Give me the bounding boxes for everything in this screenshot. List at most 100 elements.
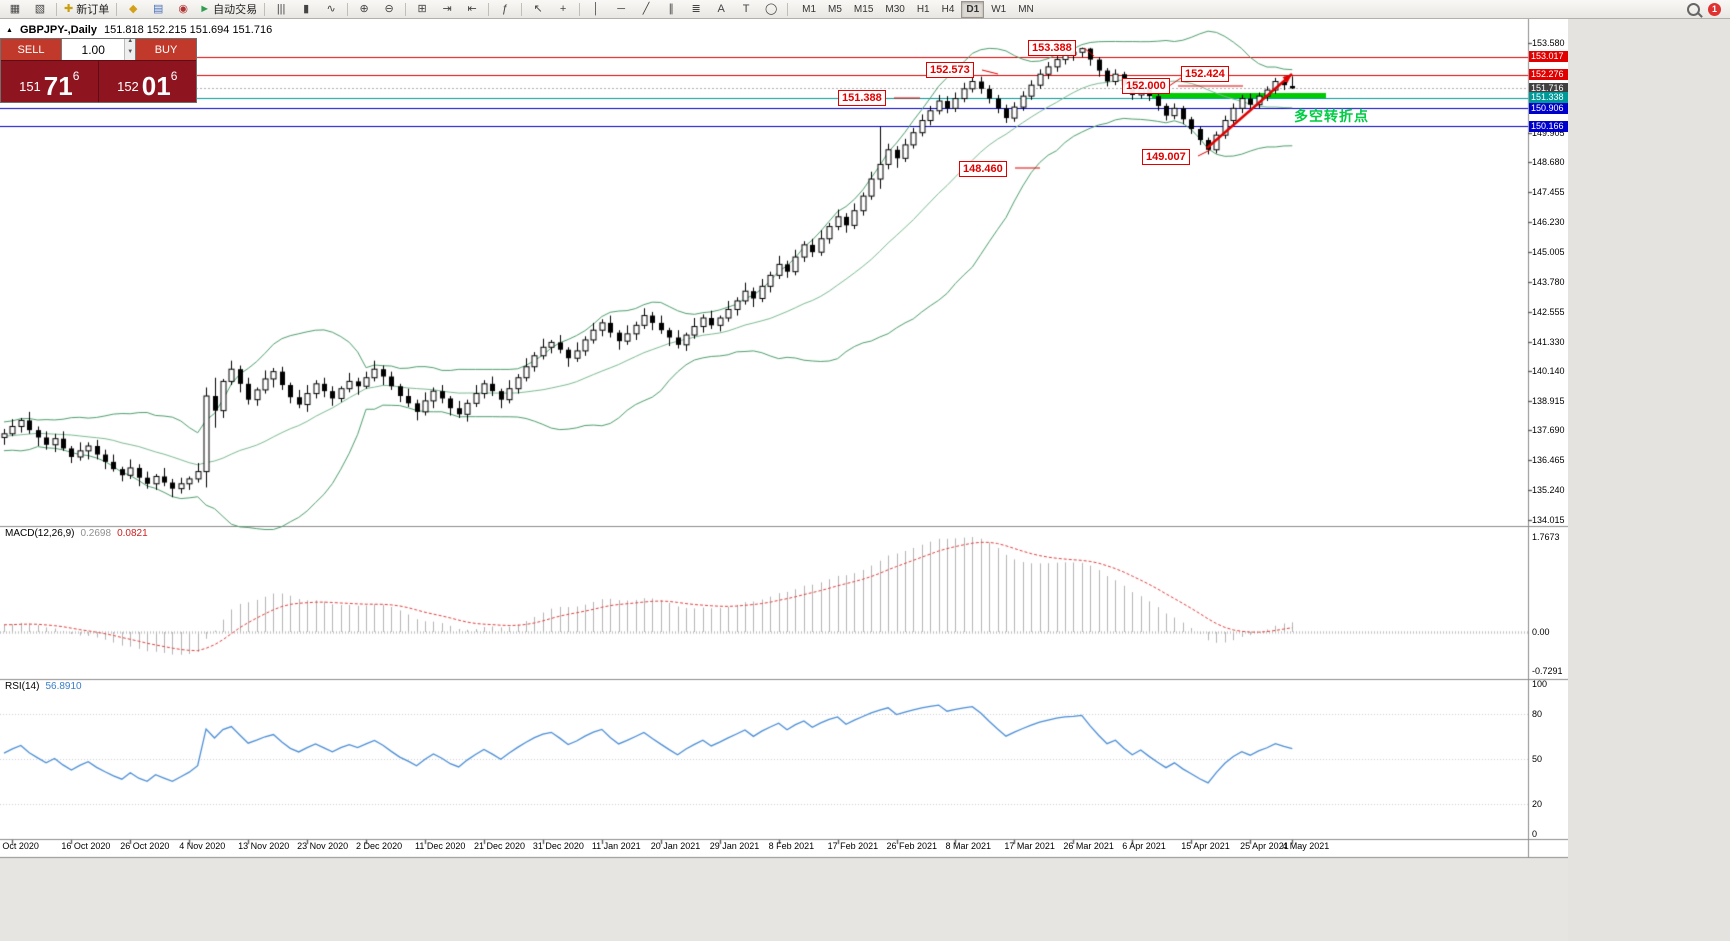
chart-title-line: ▲ GBPJPY-,Daily 151.818 152.215 151.694 … [6, 24, 272, 36]
price-callout-label[interactable]: 152.573 [926, 62, 974, 78]
price-axis-label: 141.330 [1532, 336, 1565, 347]
profiles-icon: ▧ [34, 2, 46, 15]
label-icon: T [742, 2, 750, 15]
toolbar-separator [787, 2, 789, 16]
new-chart-button[interactable]: ▦ [3, 0, 27, 19]
buy-button[interactable]: BUY [136, 39, 196, 60]
toolbar-separator [405, 2, 407, 16]
indicators-button[interactable]: ƒ [493, 0, 517, 19]
text-button[interactable]: A [709, 0, 733, 19]
crosshair-icon: + [559, 2, 567, 15]
bar-chart-button[interactable]: ||| [269, 0, 293, 19]
timeframe-m5[interactable]: M5 [828, 3, 842, 15]
price-callout-label[interactable]: 153.388 [1028, 40, 1076, 56]
main-toolbar: ▦ ▧ ✚ 新订单 ◆ ▤ ◉ ► 自动交易 ||| ▮ ∿ ⊕ ⊖ ⊞ ⇥ ⇤ ƒ ↖ + │ ─ ╱ ∥ ≣ A T ◯ M1 M5… [0, 0, 1730, 19]
horizontal-line-button[interactable]: ─ [609, 0, 633, 19]
auto-scroll-button[interactable]: ⇥ [435, 0, 459, 19]
price-callout-label[interactable]: 149.007 [1142, 149, 1190, 165]
price-callout-label[interactable]: 148.460 [959, 161, 1007, 177]
label-button[interactable]: T [734, 0, 758, 19]
rsi-header: RSI(14) 56.8910 [5, 681, 82, 692]
cursor-button[interactable]: ↖ [526, 0, 550, 19]
tile-windows-button[interactable]: ⊞ [410, 0, 434, 19]
crosshair-button[interactable]: + [551, 0, 575, 19]
price-axis-label: 138.915 [1532, 395, 1565, 406]
sell-price-prefix: 151 [19, 79, 41, 94]
volume-field: ▲▼ [61, 38, 136, 60]
time-axis-label: 4 Nov 2020 [179, 841, 226, 851]
fibonacci-button[interactable]: ≣ [684, 0, 708, 19]
sell-price[interactable]: 151 71 6 [1, 61, 99, 102]
timeframe-h1[interactable]: H1 [916, 3, 930, 15]
timeframe-m30[interactable]: M30 [885, 3, 905, 15]
toolbar-separator [488, 2, 490, 16]
toolbar-right-group: 1 [1687, 2, 1727, 16]
search-icon[interactable] [1687, 2, 1700, 16]
autotrading-icon: ► [199, 2, 211, 15]
strategy-tester-button[interactable]: ◉ [171, 0, 195, 19]
time-axis-label: 17 Mar 2021 [1004, 841, 1055, 851]
chart-shift-button[interactable]: ⇤ [460, 0, 484, 19]
sell-button[interactable]: SELL [1, 39, 61, 60]
symbol-period-label: GBPJPY-,Daily [19, 24, 97, 36]
new-order-button[interactable]: ✚ 新订单 [61, 0, 112, 19]
toolbar-left-group: ▦ ▧ ✚ 新订单 ◆ ▤ ◉ ► 自动交易 ||| ▮ ∿ ⊕ ⊖ ⊞ ⇥ ⇤ ƒ ↖ + │ ─ ╱ ∥ ≣ A T ◯ [3, 0, 791, 19]
toolbar-separator [264, 2, 266, 16]
candlestick-chart-icon: ▮ [303, 2, 310, 15]
price-axis-label: 146.230 [1532, 217, 1565, 228]
autotrading-button-label: 自动交易 [213, 4, 258, 16]
volume-input[interactable] [62, 39, 125, 60]
time-axis-label: 6 Apr 2021 [1122, 841, 1166, 851]
time-axis-label: 31 Dec 2020 [532, 841, 584, 851]
timeframe-toolbar: M1 M5 M15 M30 H1 H4 D1 W1 MN [796, 0, 1040, 18]
time-axis-label: 13 Nov 2020 [238, 841, 290, 851]
rsi-axis-label: 80 [1532, 709, 1543, 719]
buy-price[interactable]: 152 01 6 [99, 61, 197, 102]
zoom-in-button[interactable]: ⊕ [352, 0, 376, 19]
timeframe-mn[interactable]: MN [1018, 3, 1034, 15]
data-window-button[interactable]: ▤ [146, 0, 170, 19]
time-axis-label: 29 Jan 2021 [709, 841, 760, 851]
toolbar-separator [521, 2, 523, 16]
bar-chart-icon: ||| [276, 2, 286, 15]
fibonacci-icon: ≣ [691, 2, 701, 15]
autotrading-button[interactable]: ► 自动交易 [196, 0, 260, 19]
price-axis-chip: 150.166 [1529, 120, 1568, 132]
timeframe-m1[interactable]: M1 [802, 3, 817, 15]
price-callout-label[interactable]: 152.000 [1122, 78, 1170, 94]
strategy-tester-icon: ◉ [178, 2, 189, 15]
volume-stepper[interactable]: ▲ ▼ [124, 38, 135, 60]
line-chart-button[interactable]: ∿ [319, 0, 343, 19]
price-axis-label: 143.780 [1532, 276, 1565, 287]
macd-signal-value: 0.0821 [117, 528, 148, 539]
buy-price-sup: 6 [170, 69, 178, 83]
macd-main-value: 0.2698 [80, 528, 112, 539]
price-axis-label: 137.690 [1532, 425, 1565, 436]
price-axis-label: 136.465 [1532, 455, 1565, 466]
profiles-button[interactable]: ▧ [28, 0, 52, 19]
alerts-button[interactable]: ◆ [121, 0, 145, 19]
candlestick-chart-button[interactable]: ▮ [294, 0, 318, 19]
channel-button[interactable]: ∥ [659, 0, 683, 19]
bull-bear-turning-point-annotation[interactable]: 多空转折点 [1294, 108, 1369, 124]
trendline-button[interactable]: ╱ [634, 0, 658, 19]
toolbar-separator [347, 2, 349, 16]
data-window-icon: ▤ [153, 2, 164, 15]
right-gutter [1568, 19, 1730, 941]
chart-shift-icon: ⇤ [467, 2, 477, 15]
zoom-out-button[interactable]: ⊖ [377, 0, 401, 19]
timeframe-w1[interactable]: W1 [991, 3, 1007, 15]
price-axis-label: 153.580 [1532, 38, 1565, 48]
price-callout-label[interactable]: 152.424 [1181, 66, 1229, 82]
shapes-button[interactable]: ◯ [759, 0, 783, 19]
chart-canvas[interactable] [0, 19, 1568, 941]
notification-badge[interactable]: 1 [1708, 2, 1721, 16]
timeframe-m15[interactable]: M15 [853, 3, 874, 15]
new-order-icon: ✚ [64, 2, 74, 15]
vertical-line-button[interactable]: │ [584, 0, 608, 19]
price-axis-label: 148.680 [1532, 157, 1565, 168]
price-callout-label[interactable]: 151.388 [838, 90, 886, 106]
price-axis-label: 142.555 [1532, 306, 1565, 317]
timeframe-d1[interactable]: D1 [961, 0, 985, 18]
timeframe-h4[interactable]: H4 [941, 3, 955, 15]
